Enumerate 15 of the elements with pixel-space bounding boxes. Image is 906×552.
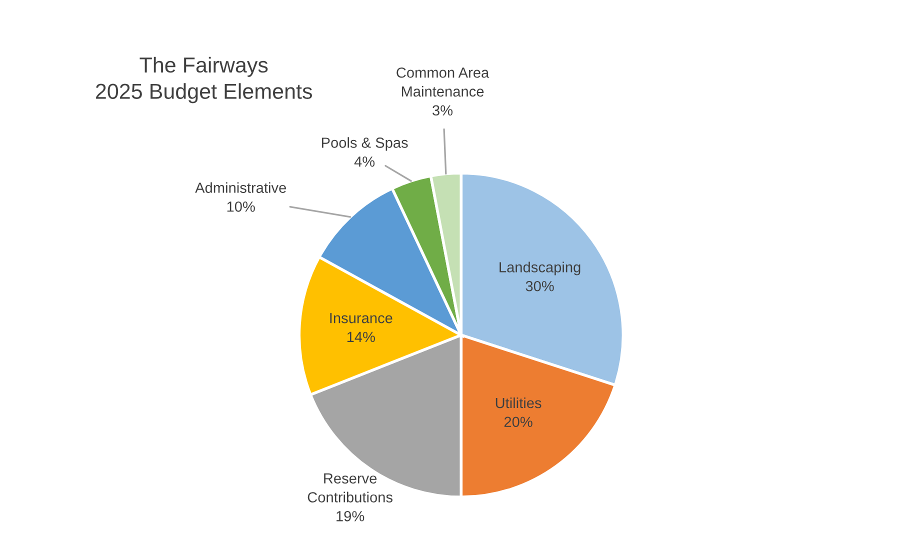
data-label: 20% — [504, 416, 532, 428]
slice-label: Insurance — [330, 313, 392, 324]
slice-label: Utilities — [496, 397, 542, 408]
slice-label: Reserve Contributions — [308, 473, 392, 502]
data-label: 10% — [227, 201, 255, 212]
slice-label: Common Area Maintenance — [396, 67, 490, 97]
data-label: 30% — [526, 280, 554, 292]
slice-label: Pools & Spas — [322, 137, 408, 151]
chart-title: The Fairways 2025 Budget Elements — [96, 56, 312, 104]
data-label: 3% — [432, 105, 453, 116]
slice-label: Administrative — [195, 182, 286, 193]
data-label: 19% — [336, 511, 364, 522]
data-label: 14% — [347, 332, 375, 342]
slice-label: Landscaping — [500, 262, 580, 276]
data-label: 4% — [354, 156, 375, 167]
